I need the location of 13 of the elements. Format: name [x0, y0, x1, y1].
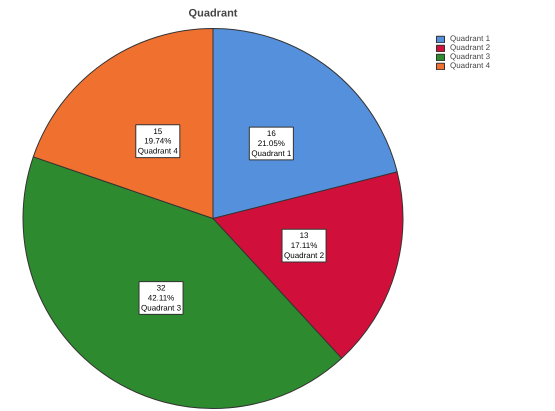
legend-label: Quadrant 4 [450, 61, 490, 70]
legend-label: Quadrant 3 [450, 52, 490, 61]
slice-label: Quadrant 1 [251, 148, 292, 158]
data-label: 32 42.11% [148, 284, 174, 303]
legend-label: Quadrant 1 [450, 34, 490, 43]
slice-label: Quadrant 2 [284, 251, 325, 260]
slice-label: Quadrant 4 [138, 146, 178, 156]
chart-title: Quadrant [188, 8, 238, 20]
slice-label: Quadrant 3 [141, 303, 182, 312]
legend-label: Quadrant 2 [450, 43, 490, 52]
data-label: 13 17.11% [290, 231, 318, 250]
data-label: 16 21.05% [258, 129, 285, 148]
data-label: 15 19.74% [144, 126, 172, 146]
